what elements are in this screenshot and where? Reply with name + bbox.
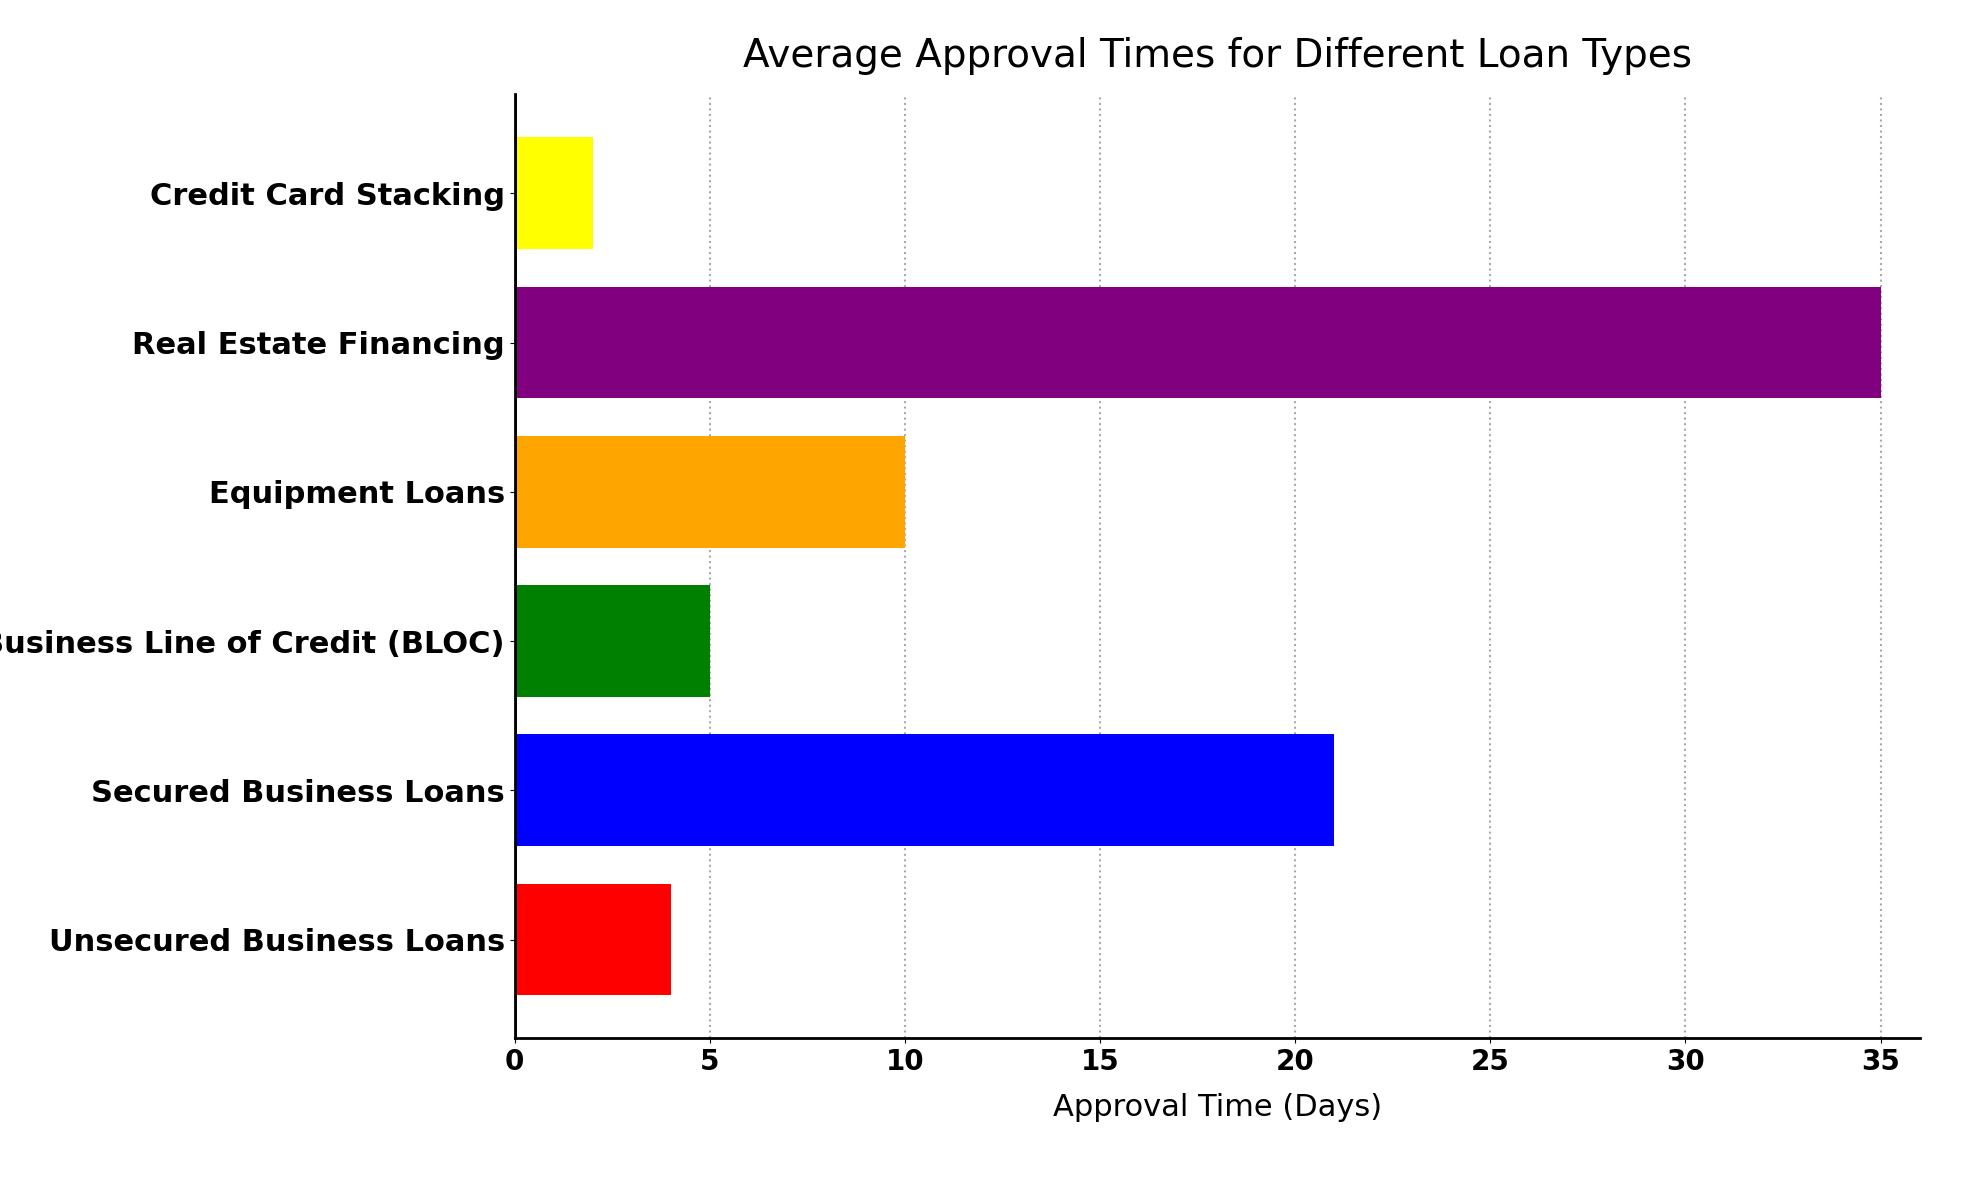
Bar (515, 585, 710, 697)
Bar (515, 734, 1334, 846)
Bar (515, 287, 1880, 399)
Bar (515, 884, 671, 996)
Bar (515, 435, 904, 548)
Bar (515, 137, 592, 249)
X-axis label: Approval Time (Days): Approval Time (Days) (1053, 1093, 1381, 1122)
Title: Average Approval Times for Different Loan Types: Average Approval Times for Different Loa… (742, 37, 1692, 74)
